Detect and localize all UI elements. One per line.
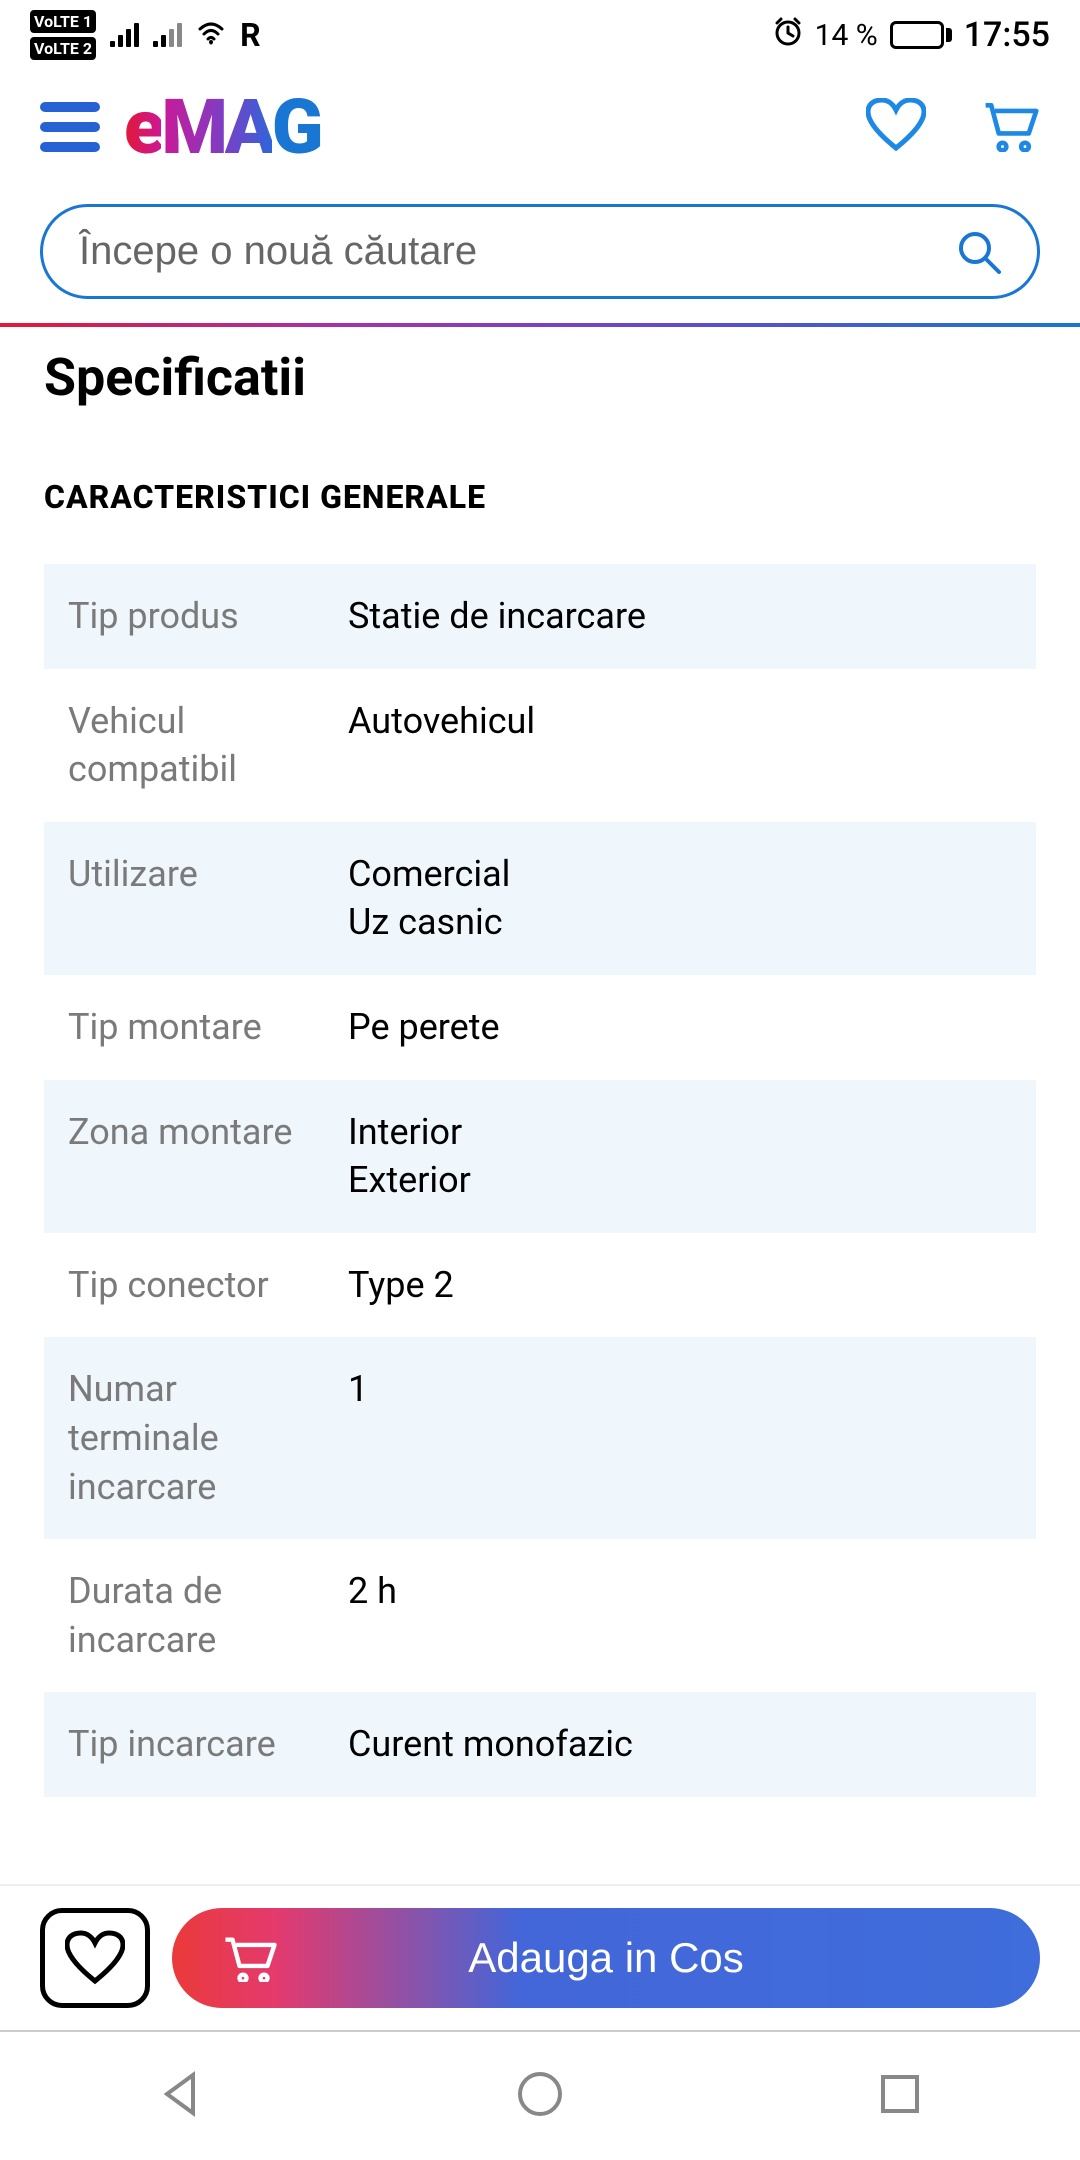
status-bar: VoLTE 1 VoLTE 2 R 14 % 17:55: [0, 0, 1080, 70]
clock: 17:55: [964, 15, 1050, 55]
system-nav: [0, 2030, 1080, 2160]
spec-value: Comercial Uz casnic: [348, 850, 510, 947]
spec-row: Numar terminale incarcare1: [44, 1337, 1036, 1539]
cart-icon: [980, 98, 1040, 152]
search-bar[interactable]: [40, 204, 1040, 299]
spec-row: Vehicul compatibilAutovehicul: [44, 669, 1036, 822]
cart-icon: [222, 1934, 278, 1982]
spec-row: Tip produsStatie de incarcare: [44, 564, 1036, 669]
spec-label: Zona montare: [68, 1108, 348, 1205]
volte1-badge: VoLTE 1: [30, 10, 96, 33]
favorites-button[interactable]: [866, 98, 926, 156]
spec-value: Statie de incarcare: [348, 592, 646, 641]
spec-row: Durata de incarcare2 h: [44, 1539, 1036, 1692]
content: Specificatii CARACTERISTICI GENERALE Tip…: [0, 327, 1080, 1797]
spec-label: Durata de incarcare: [68, 1567, 348, 1664]
volte2-badge: VoLTE 2: [30, 37, 96, 60]
signal-sim1-icon: [110, 23, 139, 47]
status-left: VoLTE 1 VoLTE 2 R: [30, 10, 261, 60]
spec-label: Tip conector: [68, 1261, 348, 1310]
spec-label: Vehicul compatibil: [68, 697, 348, 794]
spec-value: 1: [348, 1365, 368, 1511]
spec-value: Autovehicul: [348, 697, 535, 794]
signal-sim2-icon: [153, 23, 182, 47]
status-right: 14 % 17:55: [773, 15, 1050, 55]
spec-row: UtilizareComercial Uz casnic: [44, 822, 1036, 975]
heart-icon: [866, 98, 926, 152]
spec-label: Utilizare: [68, 850, 348, 947]
spec-row: Tip montarePe perete: [44, 975, 1036, 1080]
search-input[interactable]: [79, 229, 957, 274]
battery-percent: 14 %: [815, 18, 878, 53]
spec-row: Tip incarcareCurent monofazic: [44, 1692, 1036, 1797]
spec-label: Tip montare: [68, 1003, 348, 1052]
spec-label: Tip produs: [68, 592, 348, 641]
add-to-cart-label: Adauga in Cos: [468, 1934, 744, 1982]
nav-recent-button[interactable]: [875, 2069, 925, 2123]
wifi-icon: [196, 19, 226, 52]
spec-row: Zona montareInterior Exterior: [44, 1080, 1036, 1233]
spec-label: Tip incarcare: [68, 1720, 348, 1769]
favorite-button[interactable]: [40, 1908, 150, 2008]
spec-value: 2 h: [348, 1567, 397, 1664]
section-title: CARACTERISTICI GENERALE: [44, 478, 1036, 516]
search-icon[interactable]: [957, 230, 1001, 274]
spec-label: Numar terminale incarcare: [68, 1365, 348, 1511]
spec-value: Pe perete: [348, 1003, 500, 1052]
search-container: [0, 184, 1080, 323]
app-header: eMAG: [0, 70, 1080, 184]
add-to-cart-button[interactable]: Adauga in Cos: [172, 1908, 1040, 2008]
nav-home-button[interactable]: [515, 2069, 565, 2123]
alarm-icon: [773, 17, 803, 54]
spec-row: Tip conectorType 2: [44, 1233, 1036, 1338]
spec-value: Interior Exterior: [348, 1108, 471, 1205]
emag-logo[interactable]: eMAG: [124, 82, 320, 172]
spec-value: Type 2: [348, 1261, 454, 1310]
menu-button[interactable]: [40, 102, 100, 152]
battery-icon: [890, 21, 952, 49]
page-title: Specificatii: [44, 347, 1036, 408]
heart-icon: [65, 1930, 125, 1986]
roaming-icon: R: [240, 16, 261, 54]
spec-table: Tip produsStatie de incarcareVehicul com…: [44, 564, 1036, 1797]
spec-value: Curent monofazic: [348, 1720, 633, 1769]
cta-bar: Adauga in Cos: [0, 1884, 1080, 2030]
nav-back-button[interactable]: [155, 2069, 205, 2123]
cart-button[interactable]: [980, 98, 1040, 156]
